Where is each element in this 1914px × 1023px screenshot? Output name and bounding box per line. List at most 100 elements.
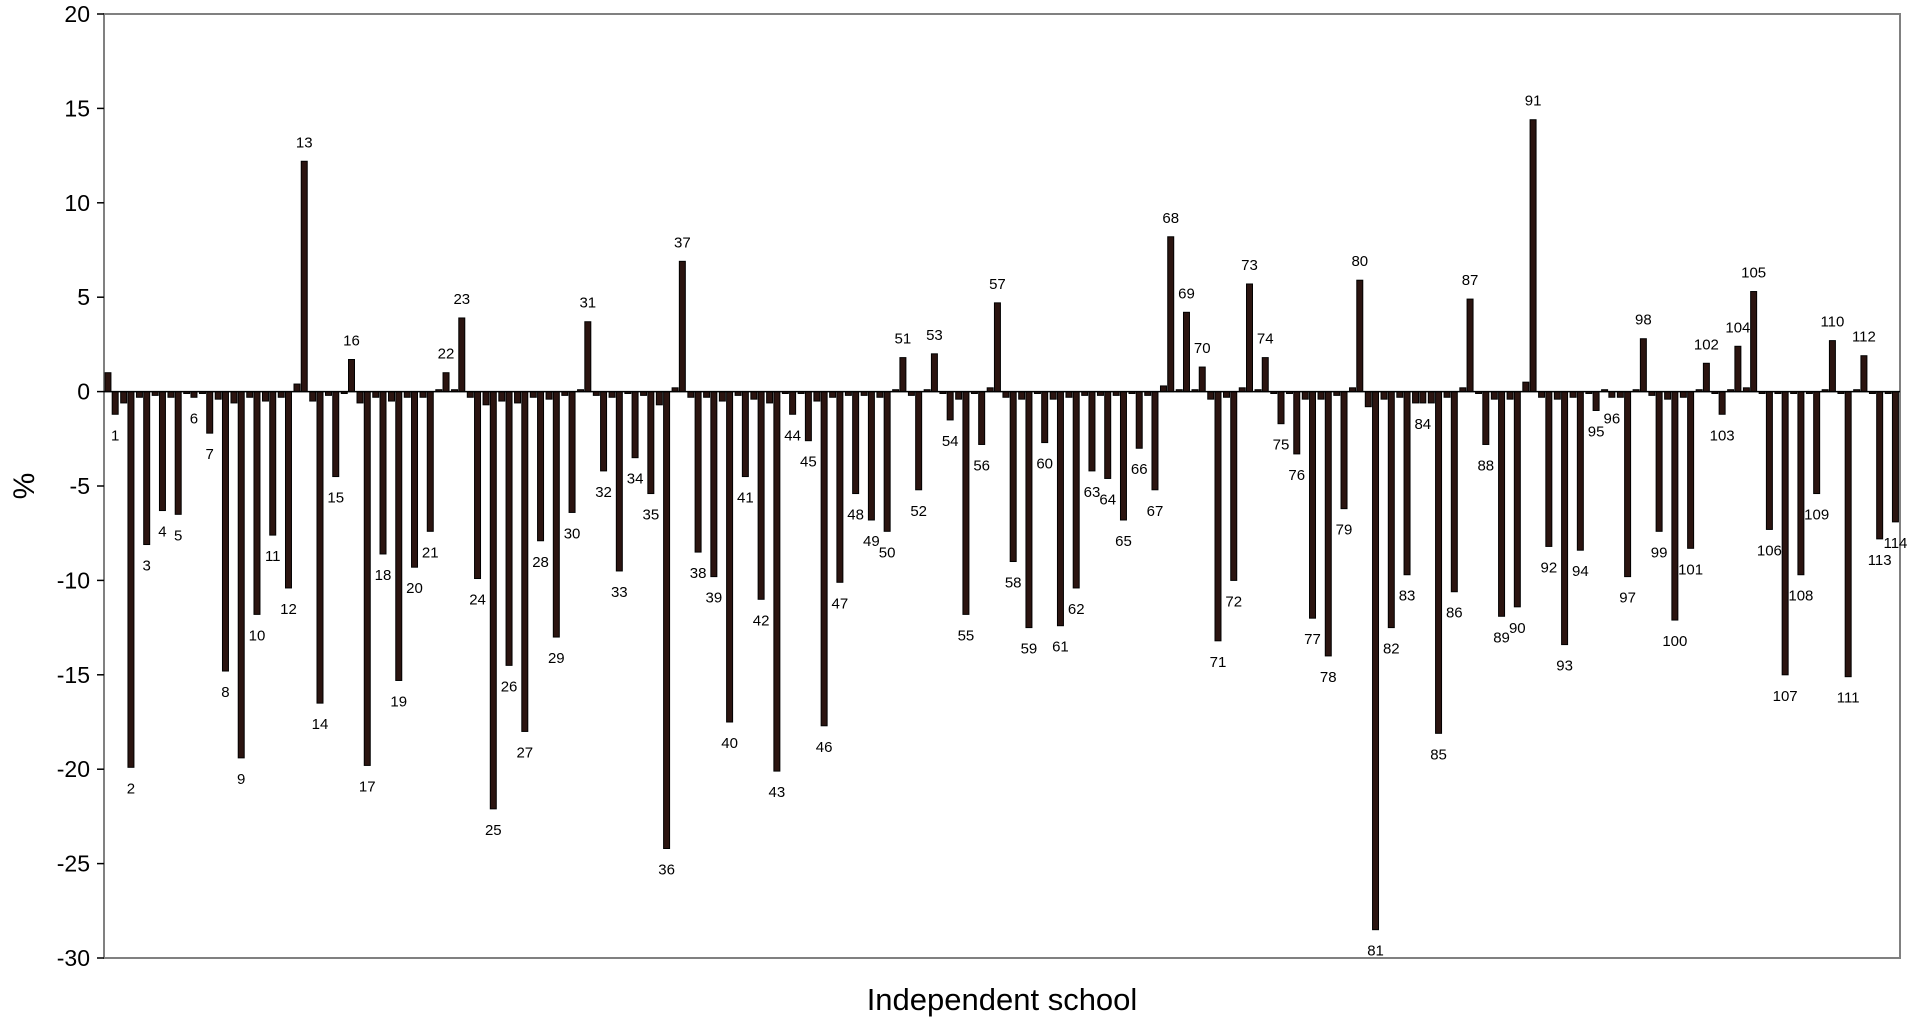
- bar-school: [269, 391, 277, 536]
- x-axis-label: Independent school: [867, 982, 1138, 1017]
- bar-minor: [498, 391, 506, 402]
- school-label: 19: [390, 693, 407, 710]
- school-label: 103: [1710, 427, 1735, 444]
- bar-school: [316, 391, 324, 704]
- school-label: 16: [343, 333, 360, 350]
- bar-school: [1592, 391, 1600, 411]
- bar-minor: [529, 391, 537, 398]
- y-tick-label: 0: [77, 379, 90, 405]
- bar-school: [899, 357, 907, 393]
- school-label: 61: [1052, 639, 1069, 656]
- school-label: 63: [1084, 484, 1101, 501]
- school-label: 92: [1540, 559, 1557, 576]
- bar-minor: [167, 391, 175, 398]
- school-label: 41: [737, 490, 754, 507]
- bar-minor: [829, 391, 837, 398]
- bar-minor: [403, 391, 411, 398]
- bar-school: [1702, 362, 1710, 393]
- bar-school: [1009, 391, 1017, 563]
- bar-school: [1891, 391, 1899, 523]
- bar-school: [1261, 357, 1269, 393]
- bar-school: [253, 391, 261, 615]
- school-label: 114: [1883, 535, 1907, 552]
- bar-school: [710, 391, 718, 578]
- bar-school: [1450, 391, 1458, 593]
- school-label: 75: [1273, 437, 1290, 454]
- school-label: 74: [1257, 331, 1274, 348]
- bar-minor: [1049, 391, 1057, 400]
- bar-minor: [1427, 391, 1435, 404]
- school-label: 48: [847, 507, 864, 524]
- bar-school: [1419, 391, 1427, 404]
- school-label: 1: [111, 427, 119, 444]
- bar-school: [1277, 391, 1285, 425]
- bar-minor: [1018, 391, 1026, 400]
- bar-school: [158, 391, 166, 512]
- school-label: 76: [1288, 467, 1305, 484]
- bar-minor: [1506, 391, 1514, 400]
- bar-school: [1072, 391, 1080, 589]
- bar-school: [663, 391, 671, 849]
- bar-school: [647, 391, 655, 495]
- school-label: 67: [1147, 503, 1164, 520]
- bar-minor: [1664, 391, 1672, 400]
- bar-school: [411, 391, 419, 568]
- bar-school: [867, 391, 875, 521]
- bar-minor: [388, 391, 396, 402]
- school-label: 46: [816, 739, 833, 756]
- bar-school: [1104, 391, 1112, 479]
- school-label: 110: [1820, 314, 1844, 331]
- school-label: 17: [359, 778, 376, 795]
- school-label: 8: [221, 684, 229, 701]
- bar-school: [1498, 391, 1506, 617]
- school-label: 90: [1509, 620, 1526, 637]
- bar-school: [1718, 391, 1726, 415]
- bar-minor: [813, 391, 821, 402]
- school-label: 12: [280, 601, 297, 618]
- school-label: 96: [1604, 410, 1621, 427]
- y-tick-label: 15: [64, 95, 90, 121]
- y-tick-label: -30: [57, 945, 90, 971]
- school-label: 108: [1788, 588, 1813, 605]
- bar-minor: [1317, 391, 1325, 400]
- bar-school: [1844, 391, 1852, 678]
- bar-school: [395, 391, 403, 681]
- bar-school: [694, 391, 702, 553]
- school-label: 72: [1225, 593, 1242, 610]
- bar-minor: [1380, 391, 1388, 400]
- bar-school: [741, 391, 749, 478]
- bar-school: [1387, 391, 1395, 629]
- school-label: 65: [1115, 533, 1132, 550]
- school-label: 5: [174, 527, 182, 544]
- bar-school: [442, 372, 450, 393]
- school-label: 9: [237, 771, 245, 788]
- bar-school: [773, 391, 781, 772]
- school-label: 32: [595, 484, 612, 501]
- school-label: 47: [832, 595, 849, 612]
- school-label: 44: [784, 427, 801, 444]
- school-label: 83: [1399, 588, 1416, 605]
- school-label: 98: [1635, 312, 1652, 329]
- bar-school: [363, 391, 371, 766]
- school-label: 79: [1336, 522, 1353, 539]
- bar-school: [190, 391, 198, 398]
- bar-school: [537, 391, 545, 542]
- bar-school: [1309, 391, 1317, 619]
- y-axis-ticks: 20 15 10 5 0 -5 -10 -15 -20 -25 -30: [57, 1, 104, 971]
- bar-school: [615, 391, 623, 572]
- bar-school: [804, 391, 812, 442]
- bar-school: [1797, 391, 1805, 576]
- bar-school: [206, 391, 214, 434]
- bar-school: [1687, 391, 1695, 549]
- school-label: 4: [158, 524, 166, 541]
- bar-minor: [955, 391, 963, 400]
- school-label: 21: [422, 544, 439, 561]
- bar-minor: [419, 391, 427, 398]
- school-label: 13: [296, 134, 313, 151]
- bar-school: [820, 391, 828, 727]
- bar-school: [836, 391, 844, 583]
- bar-school: [1765, 391, 1773, 530]
- bar-minor: [1159, 385, 1167, 393]
- school-label: 37: [674, 234, 691, 251]
